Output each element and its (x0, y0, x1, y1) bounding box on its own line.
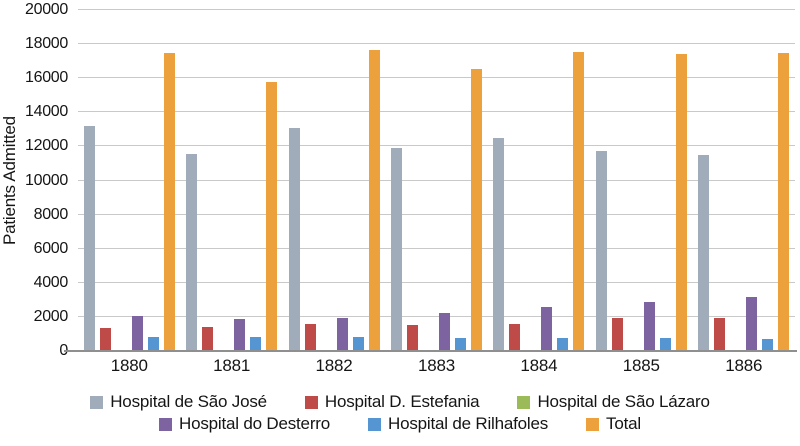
bar (202, 327, 214, 351)
legend-swatch (517, 395, 531, 409)
bar (266, 82, 278, 351)
x-axis-label: 1883 (417, 356, 455, 375)
bar (698, 155, 710, 351)
plot-area (64, 9, 797, 352)
bar (131, 316, 143, 351)
legend-item: Hospital de São José (90, 392, 267, 412)
bar (643, 302, 655, 351)
bar (493, 138, 505, 351)
legend-label: Total (606, 414, 641, 433)
legend-item: Total (586, 414, 641, 434)
legend-label: Hospital D. Estefania (324, 392, 480, 411)
bar (438, 313, 450, 351)
bar (541, 307, 553, 351)
legend-label: Hospital do Desterro (179, 414, 330, 433)
x-axis-labels: 1880 1881 1882 1883 1884 1885 1886 (78, 356, 795, 376)
x-axis-label: 1886 (725, 356, 763, 375)
bar (778, 53, 790, 351)
bar (595, 151, 607, 351)
gridline (78, 77, 795, 79)
bar (83, 126, 95, 351)
legend-row: Hospital do Desterro Hospital de Rilhafol… (0, 414, 800, 434)
bar (406, 325, 418, 351)
bar (186, 154, 198, 351)
legend-label: Hospital de São Lázaro (537, 392, 710, 411)
y-tick-label: 20000 (25, 1, 68, 18)
bar (573, 52, 585, 351)
bar-group-1884 (488, 10, 590, 351)
bar-group-1885 (590, 10, 692, 351)
bar (611, 318, 623, 351)
x-axis-label: 1881 (213, 356, 251, 375)
bar (352, 337, 364, 351)
y-tick-label: 10000 (25, 171, 68, 189)
legend-label: Hospital de São José (110, 392, 267, 411)
y-tick-label: 8000 (33, 205, 69, 223)
legend-swatch (586, 417, 600, 431)
bar (368, 50, 380, 351)
x-axis-label: 1884 (520, 356, 558, 375)
legend-swatch (159, 417, 173, 431)
gridline (78, 281, 795, 283)
gridline (78, 179, 795, 181)
bar-group-1886 (693, 10, 795, 351)
legend-swatch (90, 395, 104, 409)
bar (99, 328, 111, 351)
bar (509, 324, 521, 351)
y-axis-ticks: 0 2000 4000 6000 8000 10000 12000 14000 16000 180… (0, 1, 72, 359)
x-axis-label: 1885 (622, 356, 660, 375)
bar-group-1882 (283, 10, 385, 351)
bar (288, 128, 300, 351)
bar (714, 318, 726, 351)
y-tick-label: 6000 (33, 239, 69, 257)
legend: Hospital de São José Hospital D. Estefani… (0, 392, 800, 436)
gridline (78, 145, 795, 147)
gridline (78, 9, 795, 10)
bar (762, 339, 774, 351)
bar (250, 337, 262, 351)
bar-group-1881 (180, 10, 282, 351)
x-axis-line (64, 350, 797, 352)
bar-group-1883 (385, 10, 487, 351)
bar-group-1880 (78, 10, 180, 351)
gridline (78, 213, 795, 215)
legend-swatch (368, 417, 381, 431)
legend-item: Hospital de São Lázaro (517, 392, 710, 412)
bar (390, 148, 402, 351)
legend-swatch (304, 395, 318, 409)
bar (163, 53, 175, 351)
legend-item: Hospital do Desterro (159, 414, 330, 434)
bar (454, 338, 466, 351)
bar (746, 297, 758, 351)
legend-row: Hospital de São José Hospital D. Estefani… (0, 392, 800, 412)
x-axis-label: 1882 (315, 356, 353, 375)
legend-item: Hospital de Rilhafoles (368, 414, 548, 434)
y-tick-label: 2000 (33, 307, 69, 325)
y-tick-label: 14000 (25, 103, 68, 121)
bar (675, 54, 687, 351)
y-tick-label: 16000 (25, 69, 68, 87)
bar (234, 319, 246, 351)
gridline (78, 315, 795, 317)
bar (147, 337, 159, 351)
bar (659, 338, 671, 351)
legend-label: Hospital de Rilhafoles (388, 414, 549, 433)
y-tick-label: 12000 (25, 137, 68, 155)
bar (304, 324, 316, 351)
bar (557, 338, 569, 351)
bar (470, 69, 482, 351)
y-tick-label: 4000 (33, 273, 69, 291)
y-tick-label: 18000 (25, 35, 68, 53)
gridline (78, 247, 795, 249)
gridline (78, 111, 795, 113)
bar-groups (78, 10, 795, 351)
y-tick-label: 0 (0, 342, 68, 360)
x-axis-label: 1880 (110, 356, 148, 375)
legend-item: Hospital D. Estefania (304, 392, 480, 412)
gridline (78, 43, 795, 45)
bar (336, 318, 348, 351)
